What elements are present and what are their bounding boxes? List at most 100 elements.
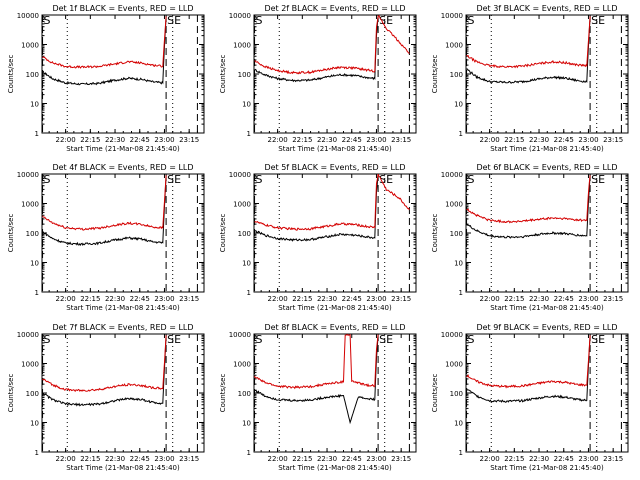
y-tick-label: 100: [238, 390, 251, 398]
plot-frame: [41, 333, 205, 453]
x-tick-label: 22:30: [317, 295, 337, 303]
detector-panel-9: Det 9f BLACK = Events, RED = LLD 1 10 100 10…: [431, 323, 629, 472]
y-tick-label: 10: [242, 101, 251, 109]
detector-panel-8: Det 8f BLACK = Events, RED = LLD 1 10 100 10…: [219, 323, 417, 472]
start-marker-label: S: [256, 333, 263, 346]
x-tick-label: 22:00: [480, 136, 500, 144]
detector-panel-7: Det 7f BLACK = Events, RED = LLD 1 10 100 10…: [7, 323, 205, 472]
panel-title: Det 3f BLACK = Events, RED = LLD: [476, 4, 617, 13]
x-tick-label: 22:45: [554, 455, 574, 463]
events-series-line: [42, 175, 167, 246]
detector-panel-1: Det 1f BLACK = Events, RED = LLD 1 10 100 10…: [7, 4, 205, 153]
stop-end-marker-label: SE: [591, 333, 605, 346]
panel-title: Det 7f BLACK = Events, RED = LLD: [52, 323, 193, 332]
x-tick-label: 22:00: [56, 455, 76, 463]
y-tick-label: 10: [30, 420, 39, 428]
start-marker-label: S: [44, 14, 51, 27]
x-tick-label: 23:00: [154, 455, 174, 463]
plot-frame: [41, 173, 205, 293]
x-tick-label: 22:15: [504, 136, 524, 144]
events-series-line: [466, 16, 591, 84]
events-series-line: [42, 16, 167, 86]
y-tick-label: 100: [238, 230, 251, 238]
x-tick-label: 23:15: [391, 136, 411, 144]
y-axis-label: Counts/sec: [431, 55, 439, 94]
stop-end-marker-label: SE: [379, 333, 393, 346]
x-tick-label: 23:00: [578, 136, 598, 144]
y-tick-label: 10000: [17, 331, 39, 339]
y-tick-label: 1000: [21, 201, 39, 209]
x-tick-label: 23:00: [578, 295, 598, 303]
start-marker-label: S: [468, 14, 475, 27]
x-axis-label: Start Time (21-Mar-08 21:45:40): [490, 464, 604, 472]
x-axis-label: Start Time (21-Mar-08 21:45:40): [278, 464, 392, 472]
x-tick-label: 22:45: [554, 295, 574, 303]
y-tick-label: 100: [26, 230, 39, 238]
y-axis-label: Counts/sec: [7, 55, 15, 94]
x-tick-label: 22:30: [529, 455, 549, 463]
x-tick-label: 22:00: [480, 455, 500, 463]
panel-title: Det 8f BLACK = Events, RED = LLD: [264, 323, 405, 332]
x-tick-label: 22:45: [130, 455, 150, 463]
x-tick-label: 22:15: [80, 295, 100, 303]
x-tick-label: 23:15: [179, 295, 199, 303]
x-tick-label: 22:45: [554, 136, 574, 144]
y-tick-label: 1000: [445, 42, 463, 50]
x-axis-label: Start Time (21-Mar-08 21:45:40): [278, 145, 392, 153]
x-tick-label: 23:00: [366, 136, 386, 144]
y-axis-label: Counts/sec: [431, 214, 439, 253]
x-tick-label: 22:00: [268, 136, 288, 144]
lld-series-line: [254, 174, 410, 231]
y-axis-label: Counts/sec: [7, 374, 15, 413]
y-tick-label: 1: [247, 130, 251, 138]
y-axis-label: Counts/sec: [219, 55, 227, 94]
y-tick-label: 10000: [17, 171, 39, 179]
panel-title: Det 9f BLACK = Events, RED = LLD: [476, 323, 617, 332]
events-series-line: [254, 335, 379, 425]
plot-frame: [465, 14, 629, 134]
x-tick-label: 22:00: [268, 295, 288, 303]
y-tick-label: 10000: [441, 12, 463, 20]
y-tick-label: 10000: [229, 171, 251, 179]
x-tick-label: 22:00: [480, 295, 500, 303]
x-tick-label: 22:15: [504, 295, 524, 303]
x-tick-label: 22:15: [292, 295, 312, 303]
y-axis-label: Counts/sec: [219, 374, 227, 413]
y-tick-label: 10: [454, 260, 463, 268]
x-axis-label: Start Time (21-Mar-08 21:45:40): [66, 145, 180, 153]
plot-frame: [465, 333, 629, 453]
start-marker-label: S: [468, 173, 475, 186]
events-series-line: [254, 15, 379, 83]
y-tick-label: 1: [247, 289, 251, 297]
start-marker-label: S: [44, 173, 51, 186]
x-tick-label: 22:15: [80, 455, 100, 463]
y-tick-label: 1000: [233, 42, 251, 50]
stop-end-marker-label: SE: [591, 14, 605, 27]
stop-end-marker-label: SE: [379, 14, 393, 27]
y-tick-label: 10000: [441, 171, 463, 179]
x-axis-label: Start Time (21-Mar-08 21:45:40): [490, 145, 604, 153]
panel-title: Det 5f BLACK = Events, RED = LLD: [264, 163, 405, 172]
y-tick-label: 1: [459, 289, 463, 297]
x-tick-label: 22:15: [504, 455, 524, 463]
x-tick-label: 22:00: [56, 136, 76, 144]
y-tick-label: 10: [30, 260, 39, 268]
stop-end-marker-label: SE: [167, 173, 181, 186]
stop-end-marker-label: SE: [591, 173, 605, 186]
y-tick-label: 10: [454, 420, 463, 428]
lld-series-line: [466, 335, 591, 389]
y-tick-label: 100: [450, 71, 463, 79]
y-tick-label: 1000: [233, 361, 251, 369]
y-tick-label: 100: [450, 230, 463, 238]
lld-series-line: [254, 15, 410, 75]
x-tick-label: 22:30: [105, 295, 125, 303]
panel-title: Det 4f BLACK = Events, RED = LLD: [52, 163, 193, 172]
start-marker-label: S: [256, 14, 263, 27]
detector-panel-2: Det 2f BLACK = Events, RED = LLD 1 10 100 10…: [219, 4, 417, 153]
x-tick-label: 22:30: [105, 455, 125, 463]
x-tick-label: 22:30: [317, 455, 337, 463]
y-tick-label: 1: [35, 449, 39, 457]
y-tick-label: 1000: [445, 201, 463, 209]
plot-frame: [465, 173, 629, 293]
